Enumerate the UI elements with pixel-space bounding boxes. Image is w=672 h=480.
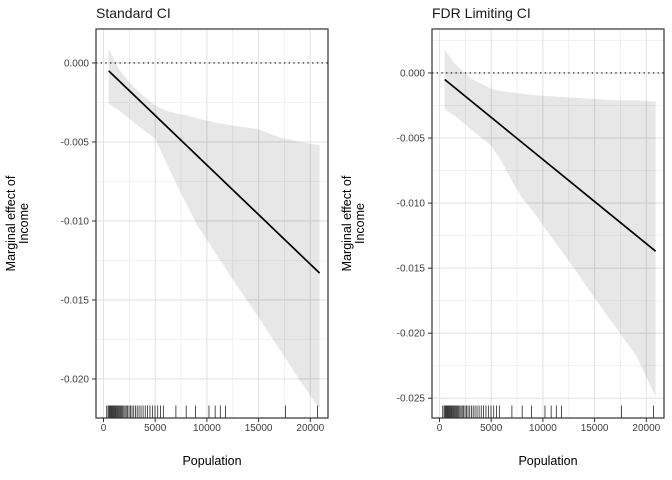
panel-standard-ci: Standard CI 0 5000 10000 15000 20000 0.000 -0.…: [4, 5, 329, 468]
fit-line: [108, 70, 321, 274]
x-tick-labels: 0 5000 10000 15000 20000: [437, 423, 661, 434]
fdr-limiting-ci-plot: 0 5000 10000 15000 20000 0.000 -0.005 -0.010 -0.…: [340, 28, 665, 468]
fit-line: [444, 78, 657, 252]
y-tick-labels: 0.000 -0.005 -0.010 -0.015 -0.020 -0.025: [397, 68, 426, 404]
panel-background: [96, 29, 328, 418]
x-tick-label: 10000: [529, 423, 557, 434]
x-tick-label: 15000: [581, 423, 609, 434]
rug-marks: [442, 405, 654, 418]
x-tick-label: 15000: [245, 423, 273, 434]
y-tick-label: -0.005: [61, 137, 90, 148]
panel-title-fdr-limiting-ci: FDR Limiting CI: [432, 5, 531, 21]
axis-ticks: [92, 62, 311, 422]
x-tick-label: 5000: [144, 423, 167, 434]
y-tick-label: -0.015: [397, 264, 426, 275]
x-tick-label: 5000: [480, 423, 503, 434]
y-tick-label: 0.000: [400, 68, 425, 79]
y-tick-labels: 0.000 -0.005 -0.010 -0.015 -0.020: [61, 58, 90, 385]
y-tick-label: 0.000: [64, 58, 89, 69]
y-axis-title-line: Income: [17, 203, 31, 244]
panel-fdr-limiting-ci: FDR Limiting CI 0 5000 10000 15000 20000 0.00…: [336, 0, 672, 480]
rug-marks: [106, 405, 318, 418]
confidence-ribbon: [108, 48, 320, 410]
x-tick-label: 10000: [193, 423, 221, 434]
grid-major: [96, 29, 328, 418]
panel-background: [432, 29, 664, 418]
y-axis-title-line: Income: [353, 203, 367, 244]
standard-ci-plot: 0 5000 10000 15000 20000 0.000 -0.005 -0.010 -0.…: [4, 28, 329, 468]
y-tick-label: -0.010: [61, 216, 90, 227]
x-tick-label: 0: [101, 423, 107, 434]
x-tick-labels: 0 5000 10000 15000 20000: [101, 423, 325, 434]
y-axis-title-line: Marginal effect of: [4, 175, 18, 271]
panel-title-standard-ci: Standard CI: [96, 5, 171, 21]
y-tick-label: -0.025: [397, 394, 426, 405]
y-tick-label: -0.020: [397, 329, 426, 340]
grid-minor: [96, 29, 328, 418]
axis-ticks: [428, 72, 647, 422]
y-axis-title-line: Marginal effect of: [340, 175, 354, 271]
x-axis-title: Population: [518, 454, 577, 468]
y-tick-label: -0.015: [61, 295, 90, 306]
x-tick-label: 0: [437, 423, 443, 434]
y-tick-label: -0.020: [61, 374, 90, 385]
x-tick-label: 20000: [296, 423, 324, 434]
confidence-ribbon: [444, 49, 656, 397]
panel-border: [431, 28, 665, 419]
x-axis-title: Population: [182, 454, 241, 468]
panel-border: [95, 28, 329, 419]
x-tick-label: 20000: [632, 423, 660, 434]
y-tick-label: -0.010: [397, 199, 426, 210]
y-tick-label: -0.005: [397, 134, 426, 145]
